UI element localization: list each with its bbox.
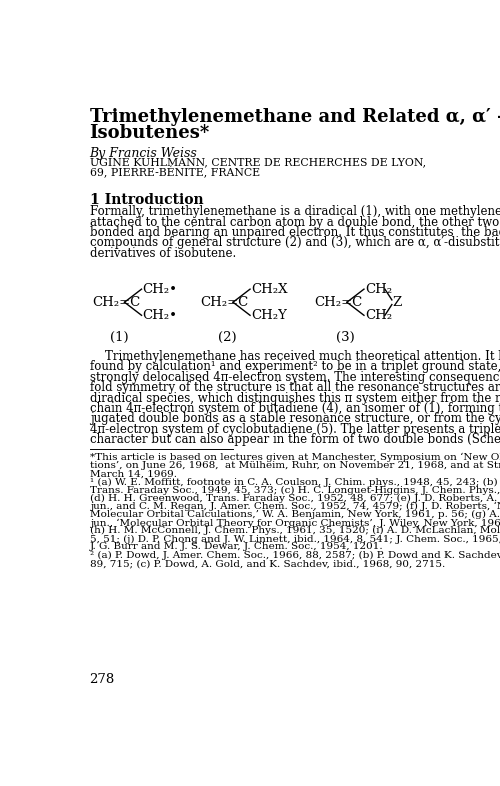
Text: Trimethylenemethane has received much theoretical attention. It has been: Trimethylenemethane has received much th… (90, 350, 500, 363)
Text: derivatives of isobutene.: derivatives of isobutene. (90, 247, 236, 260)
Text: bonded and bearing an unpaired electron. It thus constitutes  the backbone of: bonded and bearing an unpaired electron.… (90, 226, 500, 239)
Text: attached to the central carbon atom by a double bond, the other two being single: attached to the central carbon atom by a… (90, 215, 500, 229)
Text: Trans. Faraday Soc., 1949, 45, 373; (c) H. C. Longuet-Higgins, J. Chem. Phys., 1: Trans. Faraday Soc., 1949, 45, 373; (c) … (90, 486, 500, 495)
Text: jun., and C. M. Regan, J. Amer. Chem. Soc., 1952, 74, 4579; (f) J. D. Roberts, ‘: jun., and C. M. Regan, J. Amer. Chem. So… (90, 502, 500, 512)
Text: strongly delocalised 4π-electron system. The interesting consequence of the thre: strongly delocalised 4π-electron system.… (90, 371, 500, 384)
Text: CH₂=C: CH₂=C (200, 296, 248, 309)
Text: Trimethylenemethane and Related α, α′ - Disubstituted: Trimethylenemethane and Related α, α′ - … (90, 108, 500, 127)
Text: (h) H. M. McConnell, J. Chem. Phys., 1961, 35, 1520; (i) A. D. McLachlan, Mol. P: (h) H. M. McConnell, J. Chem. Phys., 196… (90, 527, 500, 535)
Text: CH₂=C: CH₂=C (314, 296, 362, 309)
Text: *This article is based on lectures given at Manchester, Symposium on ‘New Olefin: *This article is based on lectures given… (90, 454, 500, 462)
Text: chain 4π-electron system of butadiene (4), an isomer of (1), forming two con-: chain 4π-electron system of butadiene (4… (90, 402, 500, 415)
Text: ² (a) P. Dowd, J. Amer. Chem. Soc., 1966, 88, 2587; (b) P. Dowd and K. Sachdev, : ² (a) P. Dowd, J. Amer. Chem. Soc., 1966… (90, 551, 500, 560)
Text: CH₂•: CH₂• (142, 309, 178, 321)
Text: tions’, on June 26, 1968,  at Mülheim, Ruhr, on November 21, 1968, and at Strasb: tions’, on June 26, 1968, at Mülheim, Ru… (90, 461, 500, 470)
Text: CH₂•: CH₂• (142, 283, 178, 296)
Text: Formally, trimethylenemethane is a diradical (1), with one methylene group: Formally, trimethylenemethane is a dirad… (90, 205, 500, 219)
Text: (1): (1) (110, 331, 128, 343)
Text: fold symmetry of the structure is that all the resonance structures are equivale: fold symmetry of the structure is that a… (90, 381, 500, 394)
Text: CH₂: CH₂ (365, 309, 392, 321)
Text: 69, PIERRE-BÉNITE, FRANCE: 69, PIERRE-BÉNITE, FRANCE (90, 166, 260, 178)
Text: (2): (2) (218, 331, 237, 343)
Text: CH₂=C: CH₂=C (92, 296, 140, 309)
Text: CH₂X: CH₂X (251, 283, 288, 296)
Text: jun., ‘Molecular Orbital Theory for Organic Chemists’, J. Wiley, New York, 1961,: jun., ‘Molecular Orbital Theory for Orga… (90, 518, 500, 527)
Text: March 14, 1969.: March 14, 1969. (90, 469, 176, 479)
Text: (3): (3) (336, 331, 355, 343)
Text: jugated double bonds as a stable resonance structure, or from the cyclic: jugated double bonds as a stable resonan… (90, 413, 500, 425)
Text: (d) H. H. Greenwood, Trans. Faraday Soc., 1952, 48, 677; (e) J. D. Roberts, A. S: (d) H. H. Greenwood, Trans. Faraday Soc.… (90, 494, 500, 503)
Text: Molecular Orbital Calculations,’ W. A. Benjamin, New York, 1961, p. 56; (g) A. S: Molecular Orbital Calculations,’ W. A. B… (90, 510, 500, 520)
Text: By Francis Weiss: By Francis Weiss (90, 147, 198, 160)
Text: 278: 278 (90, 674, 115, 686)
Text: 1 Introduction: 1 Introduction (90, 193, 203, 207)
Text: 4π-electron system of cyclobutadiene (5). The latter presents a triplet diradica: 4π-electron system of cyclobutadiene (5)… (90, 423, 500, 435)
Text: ¹ (a) W. E. Moffitt, footnote in C. A. Coulson, J. Chim. phys., 1948, 45, 243; (: ¹ (a) W. E. Moffitt, footnote in C. A. C… (90, 478, 500, 487)
Text: compounds of general structure (2) and (3), which are α, α′-disubstituted: compounds of general structure (2) and (… (90, 237, 500, 249)
Text: UGINE KUHLMANN, CENTRE DE RECHERCHES DE LYON,: UGINE KUHLMANN, CENTRE DE RECHERCHES DE … (90, 157, 426, 167)
Text: Z: Z (392, 296, 402, 309)
Text: found by calculation¹ and experiment² to be in a triplet ground state, with a: found by calculation¹ and experiment² to… (90, 360, 500, 373)
Text: J. G. Burr and M. J. S. Dewar, J. Chem. Soc., 1954, 1201.: J. G. Burr and M. J. S. Dewar, J. Chem. … (90, 542, 384, 552)
Text: CH₂: CH₂ (365, 283, 392, 296)
Text: character but can also appear in the form of two double bonds (Scheme 1).: character but can also appear in the for… (90, 433, 500, 446)
Text: Isobutenes*: Isobutenes* (90, 123, 210, 141)
Text: 89, 715; (c) P. Dowd, A. Gold, and K. Sachdev, ibid., 1968, 90, 2715.: 89, 715; (c) P. Dowd, A. Gold, and K. Sa… (90, 560, 445, 568)
Text: diradical species, which distinguishes this π system either from the related str: diradical species, which distinguishes t… (90, 391, 500, 405)
Text: CH₂Y: CH₂Y (251, 309, 286, 321)
Text: 5, 51; (j) D. P. Chong and J. W. Linnett, ibid., 1964, 8, 541; J. Chem. Soc., 19: 5, 51; (j) D. P. Chong and J. W. Linnett… (90, 534, 500, 543)
